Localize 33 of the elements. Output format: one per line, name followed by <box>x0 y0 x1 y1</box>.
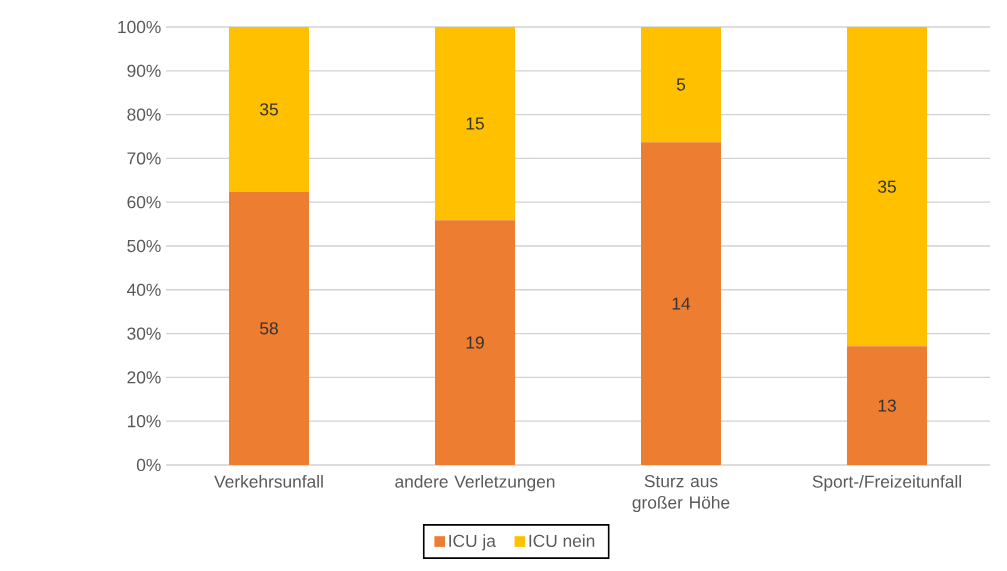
x-tick-label: Verkehrsunfall <box>214 475 323 488</box>
bar <box>641 142 721 465</box>
bar <box>847 27 927 347</box>
y-tick-label: 40% <box>127 283 161 296</box>
annotation: 19 <box>466 336 484 349</box>
bar <box>847 346 927 465</box>
x-tick-label: andere Verletzungen <box>395 475 555 492</box>
legend-label: ICU ja <box>449 534 496 551</box>
y-tick-label: 50% <box>127 239 161 253</box>
y-tick-label: 90% <box>127 64 161 77</box>
annotation: 5 <box>676 78 686 91</box>
annotation: 15 <box>466 117 484 130</box>
y-tick-label: 10% <box>127 415 161 428</box>
bar <box>641 27 721 143</box>
annotation: 14 <box>672 297 691 310</box>
bar <box>229 191 310 465</box>
y-tick-label: 20% <box>127 371 161 384</box>
y-tick-label: 80% <box>127 108 161 121</box>
y-tick-label: 30% <box>127 327 161 340</box>
x-tick-label: Sturz aus großer Höhe <box>632 475 730 513</box>
y-tick-label: 70% <box>127 152 161 165</box>
annotation: 13 <box>878 399 896 412</box>
x-tick-label: Sport-/Freizeitunfall <box>812 475 961 492</box>
annotation: 35 <box>878 180 896 193</box>
y-tick-label: 100% <box>118 20 161 34</box>
bar <box>435 27 516 221</box>
bar <box>435 220 516 465</box>
legend-label: ICU nein <box>529 534 595 547</box>
bar <box>229 27 310 192</box>
y-tick-label: 60% <box>127 196 161 209</box>
annotation: 35 <box>260 103 278 116</box>
y-tick-label: 0% <box>136 458 161 472</box>
annotation: 58 <box>260 322 278 335</box>
